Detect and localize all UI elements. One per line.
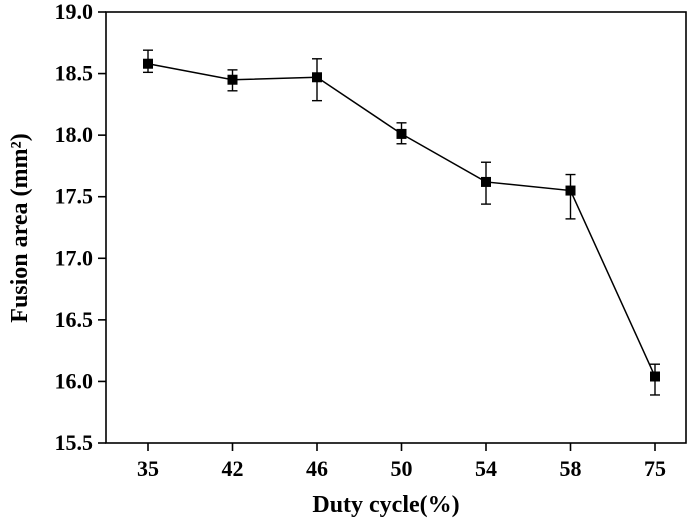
series-line bbox=[147, 62, 656, 377]
x-axis-title: Duty cycle(%) bbox=[312, 492, 459, 518]
x-tick-label: 42 bbox=[222, 456, 244, 481]
y-axis-title: Fusion area (mm²) bbox=[7, 133, 33, 322]
y-tick-label: 18.5 bbox=[55, 61, 94, 86]
data-point bbox=[481, 176, 491, 187]
data-point bbox=[396, 128, 407, 139]
y-tick-label: 17.0 bbox=[55, 245, 94, 270]
data-point bbox=[312, 72, 322, 83]
y-tick-label: 19.0 bbox=[55, 0, 94, 24]
x-tick-label: 50 bbox=[391, 456, 413, 481]
plot-frame bbox=[105, 11, 687, 444]
error-bars bbox=[143, 49, 660, 396]
y-tick-label: 16.0 bbox=[55, 368, 94, 393]
data-point bbox=[227, 74, 238, 85]
y-axis: 15.5 16.0 16.5 17.0 17.5 18.0 18.5 19.0 bbox=[55, 0, 106, 455]
data-point bbox=[143, 58, 153, 69]
data-point bbox=[650, 371, 660, 382]
y-tick-label: 17.5 bbox=[55, 184, 94, 209]
y-tick-label: 16.5 bbox=[55, 307, 94, 332]
x-tick-label: 35 bbox=[137, 456, 159, 481]
data-markers bbox=[143, 58, 660, 382]
x-tick-label: 75 bbox=[644, 456, 666, 481]
y-tick-label: 18.0 bbox=[55, 122, 94, 147]
x-axis: 35 42 46 50 54 58 75 bbox=[137, 443, 666, 481]
data-point bbox=[565, 185, 576, 196]
x-tick-label: 46 bbox=[306, 456, 328, 481]
y-tick-label: 15.5 bbox=[55, 430, 94, 455]
x-tick-label: 54 bbox=[475, 456, 497, 481]
x-tick-label: 58 bbox=[560, 456, 582, 481]
